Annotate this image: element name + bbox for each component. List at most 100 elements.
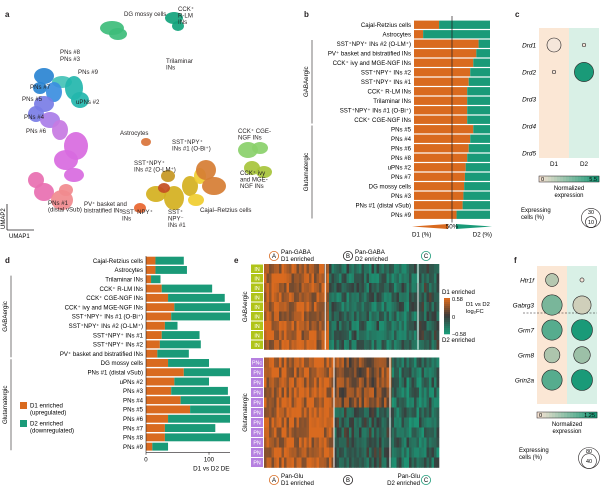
- heatmap-cell: [371, 417, 375, 428]
- heatmap-cell: [294, 302, 297, 312]
- heatmap-cell: [331, 437, 335, 448]
- heatmap-cell: [309, 283, 312, 293]
- heatmap-cell: [394, 367, 397, 378]
- heatmap-cell: [314, 367, 317, 378]
- heatmap-cell: [284, 340, 287, 350]
- heatmap-cell: [381, 302, 385, 312]
- d-category-label: SST⁺NPY⁺ INs #1 (O-Bi⁺): [72, 314, 143, 321]
- heatmap-cell: [304, 447, 307, 458]
- e-circle-b-top-letter: B: [346, 254, 350, 260]
- b-bar-d1: [414, 153, 468, 162]
- heatmap-cell: [399, 321, 402, 331]
- colorbar-title: Normalized expression: [554, 186, 584, 199]
- heatmap-cell: [274, 367, 277, 378]
- heatmap-cell: [294, 387, 297, 398]
- heatmap-cell: [291, 367, 295, 378]
- heatmap-cell: [309, 264, 312, 274]
- heatmap-cell: [354, 340, 357, 350]
- heatmap-cell: [354, 264, 357, 274]
- heatmap-cell: [361, 330, 365, 341]
- heatmap-cell: [314, 283, 317, 293]
- e-legend-segment: [444, 322, 450, 325]
- heatmap-cell: [419, 447, 422, 458]
- heatmap-cell: [391, 447, 395, 458]
- umap-cluster-blob: [252, 142, 268, 154]
- heatmap-cell: [329, 397, 332, 408]
- heatmap-cell: [296, 273, 300, 284]
- heatmap-cell: [279, 397, 282, 408]
- d-bar-d1: [146, 331, 162, 339]
- heatmap-cell: [389, 283, 392, 293]
- heatmap-cell: [274, 264, 277, 274]
- heatmap-cell: [339, 417, 342, 428]
- d-bar-d1: [146, 349, 158, 358]
- heatmap-cell: [296, 407, 300, 418]
- heatmap-cell: [354, 437, 357, 448]
- heatmap-cell: [354, 357, 357, 368]
- heatmap-cell: [429, 340, 432, 350]
- heatmap-cell: [421, 321, 425, 331]
- heatmap-cell: [316, 407, 320, 418]
- e-legend-segment: [444, 306, 450, 309]
- heatmap-cell: [384, 321, 387, 331]
- heatmap-cell: [421, 311, 425, 322]
- heatmap-cell: [404, 302, 407, 312]
- heatmap-cell: [371, 311, 375, 322]
- b-bar-d2: [470, 68, 490, 77]
- heatmap-cell: [434, 437, 437, 448]
- heatmap-cell: [314, 457, 317, 468]
- heatmap-cell: [364, 302, 367, 312]
- heatmap-cell: [394, 387, 397, 398]
- heatmap-cell: [341, 292, 345, 303]
- heatmap-cell: [331, 264, 335, 274]
- heatmap-cell: [324, 357, 327, 368]
- heatmap-cell: [419, 264, 422, 274]
- umap-label: CCK⁺ R-LM INs: [178, 6, 194, 26]
- heatmap-cell: [431, 397, 435, 408]
- heatmap-cell: [414, 302, 417, 312]
- heatmap-cell: [421, 447, 425, 458]
- heatmap-cell: [401, 377, 405, 388]
- expression-dot: [571, 369, 593, 391]
- heatmap-cell: [266, 387, 270, 398]
- heatmap-cell: [419, 311, 422, 322]
- heatmap-cell: [376, 417, 380, 428]
- heatmap-cell: [291, 330, 295, 341]
- heatmap-cell: [359, 457, 362, 468]
- d-bar-d1: [146, 359, 169, 367]
- row-tag-label: IN: [254, 267, 259, 273]
- b-bar-d2: [473, 58, 490, 67]
- heatmap-cell: [291, 283, 295, 293]
- heatmap-cell: [296, 340, 300, 350]
- heatmap-cell: [326, 357, 330, 368]
- heatmap-cell: [384, 387, 387, 398]
- heatmap-cell: [416, 427, 420, 438]
- heatmap-cell: [271, 427, 275, 438]
- heatmap-cell: [304, 437, 307, 448]
- b-bar-d2: [462, 201, 490, 210]
- heatmap-cell: [289, 273, 292, 284]
- heatmap-cell: [419, 302, 422, 312]
- heatmap-cell: [411, 397, 415, 408]
- umap-cluster-blob: [33, 82, 47, 94]
- b-bar-d1: [414, 163, 466, 172]
- heatmap-cell: [289, 457, 292, 468]
- heatmap-cell: [346, 292, 350, 303]
- heatmap-cell: [366, 457, 370, 468]
- b-bar-d2: [470, 134, 490, 143]
- heatmap-cell: [376, 273, 380, 284]
- heatmap-cell: [324, 447, 327, 458]
- heatmap-cell: [344, 457, 347, 468]
- heatmap-cell: [394, 302, 397, 312]
- heatmap-cell: [344, 340, 347, 350]
- col-label-d1: D1: [550, 161, 559, 168]
- row-tag-gaba: [251, 264, 263, 273]
- heatmap-cell: [384, 340, 387, 350]
- e-circle-b-bottom-letter: B: [346, 478, 350, 484]
- heatmap-cell: [366, 321, 370, 331]
- umap-cluster-blob: [34, 183, 54, 201]
- heatmap-cell: [376, 302, 380, 312]
- d-category-label: PNs #7: [123, 425, 144, 432]
- heatmap-cell: [351, 447, 355, 458]
- d-bar-d1: [146, 312, 172, 321]
